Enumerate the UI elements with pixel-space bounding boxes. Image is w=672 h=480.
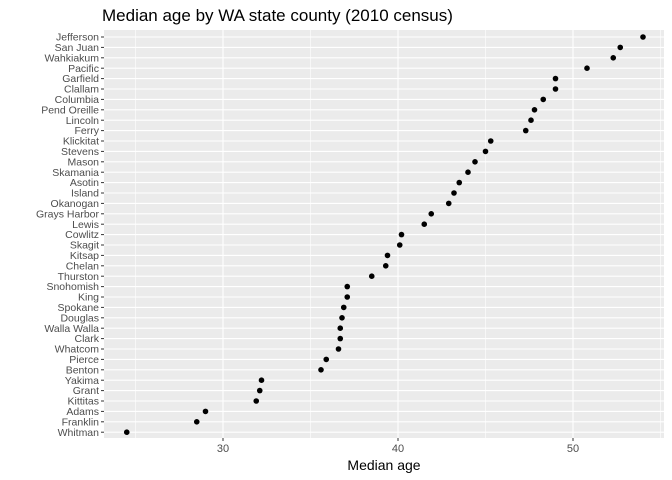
y-tick-label: Pierce: [69, 354, 99, 366]
data-point: [398, 231, 405, 238]
data-point: [258, 377, 265, 384]
data-point: [482, 148, 489, 155]
y-tick-label: Clark: [74, 333, 99, 345]
chart-title: Median age by WA state county (2010 cens…: [102, 6, 453, 25]
data-point: [421, 221, 428, 227]
y-tick-label: Okanogan: [51, 198, 100, 210]
data-point: [339, 315, 345, 321]
y-tick-label: Garfield: [62, 73, 99, 85]
y-tick-label: Columbia: [55, 94, 100, 106]
data-point: [522, 127, 529, 134]
data-point: [368, 273, 375, 280]
y-tick-label: Douglas: [60, 312, 99, 324]
grid-lines: [104, 30, 664, 438]
data-point: [528, 117, 534, 123]
y-tick-label: King: [78, 292, 99, 304]
y-tick-label: Skagit: [70, 240, 99, 252]
data-point: [531, 107, 538, 113]
data-point: [193, 419, 200, 425]
data-point: [396, 242, 403, 248]
y-tick-label: Adams: [66, 406, 99, 418]
data-point: [552, 86, 559, 92]
y-tick-label: Snohomish: [46, 281, 99, 293]
data-point: [465, 169, 471, 175]
y-tick-label: Pacific: [68, 63, 99, 75]
data-point: [552, 75, 559, 82]
data-point: [337, 325, 344, 332]
y-tick-label: Walla Walla: [44, 323, 99, 335]
data-point: [340, 304, 347, 311]
y-tick-label: Mason: [67, 156, 99, 168]
y-tick-label: Asotin: [70, 177, 99, 189]
y-tick-label: Whitman: [58, 427, 100, 439]
y-tick-label: Spokane: [58, 302, 100, 314]
y-tick-label: Pend Oreille: [41, 104, 99, 116]
data-point: [253, 398, 260, 404]
data-points: [123, 34, 646, 436]
data-point: [323, 356, 330, 363]
data-point: [610, 55, 617, 61]
data-point: [445, 200, 452, 207]
data-point: [202, 408, 209, 415]
y-tick-label: Grays Harbor: [36, 208, 100, 220]
data-point: [617, 44, 624, 51]
y-tick-label: Grant: [73, 385, 99, 397]
data-point: [428, 211, 435, 217]
data-point: [456, 179, 463, 186]
y-tick-label: Lincoln: [66, 115, 99, 127]
data-point: [384, 252, 391, 259]
y-tick-label: Benton: [66, 364, 99, 376]
data-point: [337, 335, 344, 342]
y-tick-label: Kittitas: [67, 396, 99, 408]
y-tick-label: Island: [71, 188, 99, 200]
y-tick-label: Kitsap: [70, 250, 99, 262]
y-tick-label: Cowlitz: [65, 229, 99, 241]
data-point: [335, 346, 342, 352]
data-point: [256, 387, 263, 394]
data-point: [487, 138, 494, 144]
y-tick-label: Whatcom: [55, 344, 100, 356]
x-tick-label: 30: [217, 443, 229, 455]
y-tick-label: Franklin: [62, 416, 100, 428]
y-tick-label: San Juan: [55, 42, 100, 54]
plot-panel: [104, 30, 664, 438]
data-point: [123, 429, 130, 436]
x-axis: 30 40 50: [217, 438, 579, 455]
y-tick-label: Thurston: [58, 271, 100, 283]
x-axis-label: Median age: [347, 457, 420, 473]
y-tick-label: Yakima: [65, 375, 99, 387]
data-point: [472, 159, 478, 165]
y-tick-label: Skamania: [52, 167, 99, 179]
y-tick-label: Ferry: [75, 125, 100, 137]
data-point: [382, 263, 389, 269]
data-point: [640, 34, 646, 40]
data-point: [540, 96, 547, 103]
y-tick-label: Lewis: [72, 219, 99, 231]
y-tick-label: Clallam: [64, 84, 99, 96]
y-tick-label: Jefferson: [56, 32, 99, 44]
y-tick-label: Klickitat: [63, 136, 99, 148]
y-tick-label: Chelan: [66, 260, 99, 272]
data-point: [344, 294, 351, 300]
y-tick-label: Stevens: [61, 146, 99, 158]
y-tick-label: Wahkiakum: [45, 52, 100, 64]
x-tick-label: 50: [567, 443, 579, 455]
x-tick-label: 40: [392, 443, 404, 455]
data-point: [451, 190, 457, 196]
data-point: [344, 283, 351, 290]
data-point: [584, 65, 590, 71]
data-point: [318, 367, 324, 373]
